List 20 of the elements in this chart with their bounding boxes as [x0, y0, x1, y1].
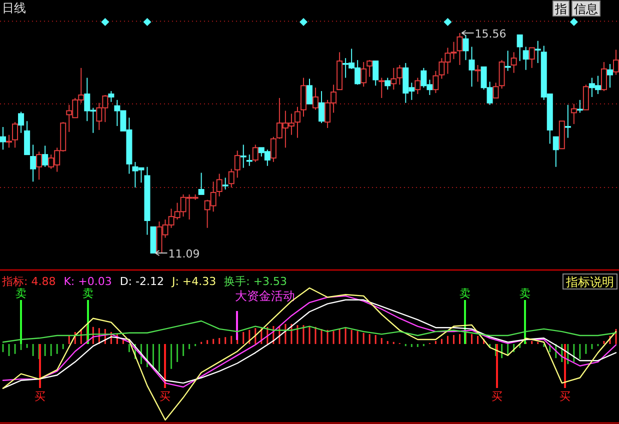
annotation: 卖 [82, 287, 94, 300]
annotation: 买 [560, 390, 570, 403]
annotation: 买 [160, 390, 170, 403]
annotation: 大资金活动 [235, 289, 295, 303]
text: J: +4.33 [170, 275, 216, 288]
annotation: 卖 [16, 287, 26, 300]
annotation: 买 [34, 390, 46, 403]
annotation: 11.09 [168, 248, 200, 260]
text: 指 [554, 2, 567, 16]
annotation: 卖 [460, 287, 470, 300]
annotation: 卖 [520, 287, 530, 300]
annotation: 买 [492, 390, 502, 403]
text: 换手: +3.53 [224, 275, 288, 288]
annotation: 15.56 [474, 28, 506, 40]
text: 信息 [574, 2, 598, 16]
text: 指标: 4.88 [1, 275, 56, 288]
chart-title: 日线 [2, 1, 26, 15]
text: D: -2.12 [120, 275, 164, 288]
text: K: +0.03 [64, 275, 112, 288]
annotation: 指标说明 [565, 275, 614, 289]
